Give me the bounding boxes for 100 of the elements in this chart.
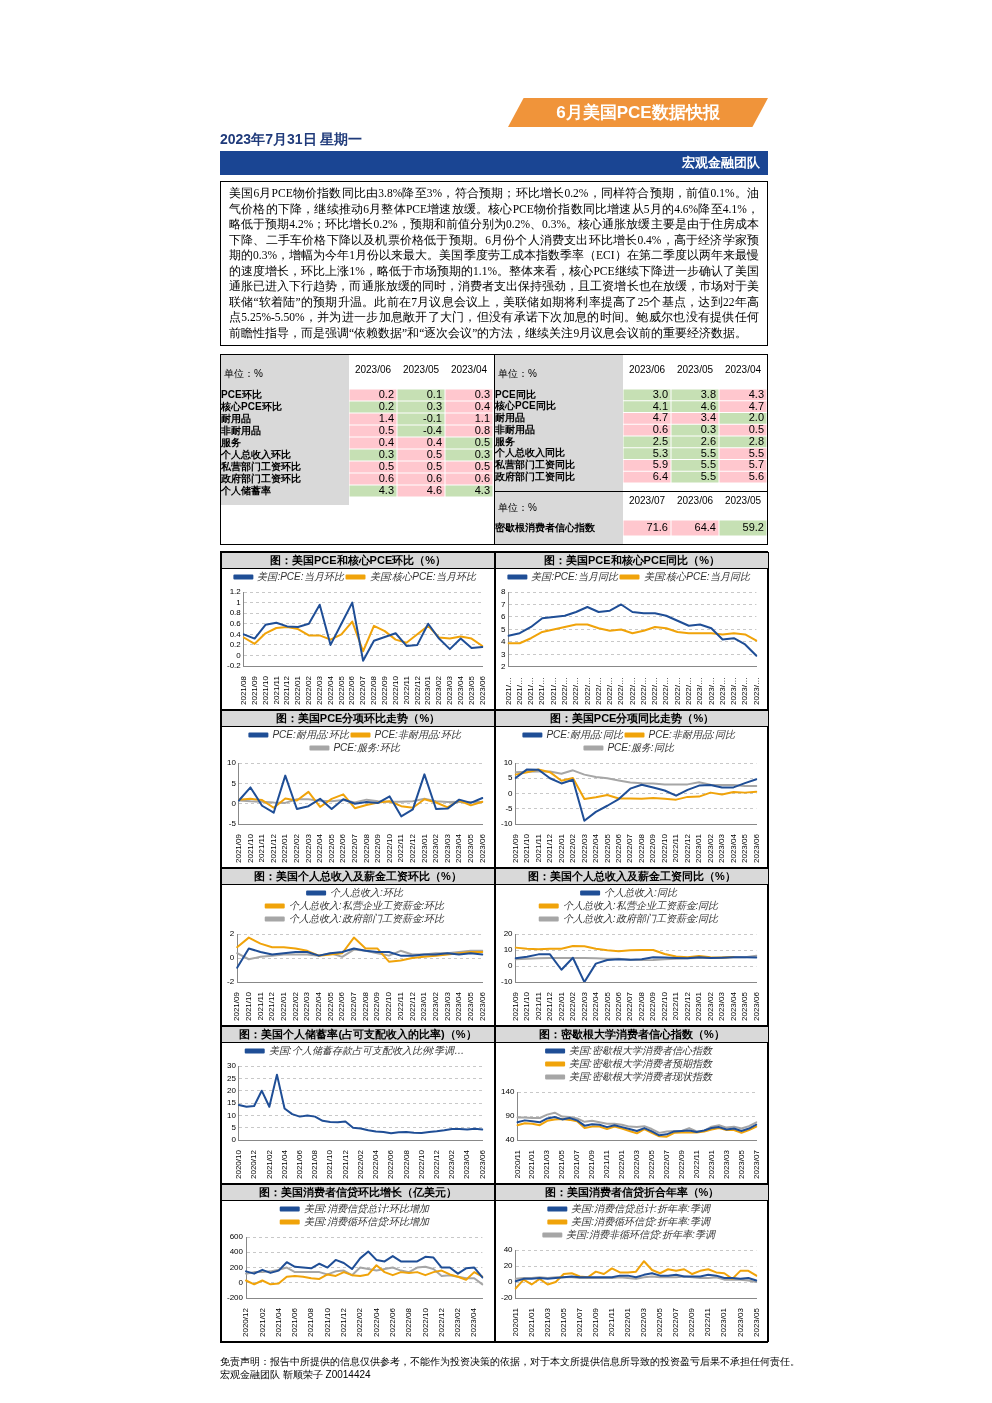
x-tick-label: 2021/06 [290, 1307, 300, 1337]
x-tick-label: 2022/01 [617, 1149, 627, 1179]
data-label: 0.5 [426, 460, 442, 473]
x-tick-label: 2022/01 [279, 991, 289, 1021]
data-label: 0.6 [426, 472, 442, 485]
x-tick-label: 2023/04 [450, 363, 488, 375]
x-tick-label: 2023/04 [724, 363, 762, 375]
x-tick-label: 2023/02 [431, 833, 441, 863]
x-tick-label: 2022/12 [407, 991, 417, 1021]
y-tick-label: 200 [229, 1262, 244, 1272]
x-tick-label: 2023/06 [477, 675, 487, 705]
y-tick-label: 0 [236, 650, 242, 660]
chart-title: 图：美国个人总收入及薪金工资环比（%） [222, 869, 494, 885]
x-tick-label: 2023/01 [719, 1307, 729, 1337]
x-tick-label: 2023/02 [430, 991, 440, 1021]
x-tick-label: 2023/05 [465, 991, 475, 1021]
y-tick-label: 400 [229, 1247, 244, 1257]
x-tick-label: 2023/04 [454, 833, 464, 863]
x-tick-label: 2021/11 [271, 675, 281, 705]
x-tick-label: 2021/12 [340, 1149, 350, 1179]
x-tick-label: 2022/… [560, 676, 569, 706]
y-tick-label: 个人总收入同比 [494, 447, 565, 459]
x-tick-label: 2022/08 [636, 833, 646, 863]
x-tick-label: 2021/03 [542, 1149, 552, 1179]
x-tick-label: 2022/04 [591, 833, 601, 863]
y-tick-label: 40 [503, 1245, 514, 1255]
y-tick-label: 10 [226, 1110, 237, 1120]
x-tick-label: 2023/04 [454, 991, 464, 1021]
x-tick-label: 2022/09 [676, 1149, 686, 1179]
y-tick-label: 10 [226, 758, 237, 768]
x-tick-label: 2022/08 [361, 833, 371, 863]
x-tick-label: 2023/03 [721, 1149, 731, 1179]
text: 6月美国PCE数据快报 [508, 98, 768, 127]
x-tick-label: 2023/02 [705, 833, 715, 863]
x-tick-label: 2022/01 [556, 991, 566, 1021]
text: 2023年7月31日 星期一 [220, 131, 364, 149]
text: 宏观金融团队 [220, 151, 768, 175]
x-tick-label: 2021/12 [268, 833, 278, 863]
x-tick-label: 2022/02 [290, 991, 300, 1021]
text: 单位：% [498, 501, 537, 513]
x-tick-label: 2021/04 [273, 1307, 283, 1337]
x-tick-label: 2022/02 [355, 1149, 365, 1179]
x-tick-label: 2021/… [526, 676, 536, 706]
x-tick-label: 2020/12 [241, 1307, 251, 1337]
y-tick-label: -5 [228, 819, 237, 829]
y-tick-label: 4 [501, 637, 506, 647]
x-tick-label: 2023/04 [728, 991, 738, 1021]
x-tick-label: 2022/02 [568, 833, 578, 863]
x-tick-label: 2022/… [672, 676, 682, 706]
x-tick-label: 2023/02 [705, 991, 715, 1021]
y-tick-label: 8 [501, 587, 506, 597]
data-label: 4.6 [426, 484, 442, 497]
x-tick-label: 2022/10 [420, 1307, 430, 1337]
x-tick-label: 2021/09 [510, 991, 520, 1021]
legend-label: 个人总收入:私营企业工资薪金:环比 [288, 899, 446, 911]
x-tick-label: 2021/07 [574, 1307, 584, 1337]
legend-label: 美国:消费信贷总计:环比增加 [303, 1202, 431, 1214]
data-label: 4.3 [748, 387, 764, 400]
x-tick-label: 2021/10 [244, 991, 253, 1021]
x-tick-label: 2022/04 [591, 991, 601, 1021]
x-tick-label: 2023/04 [455, 675, 465, 705]
x-tick-label: 2022/07 [358, 675, 368, 705]
x-tick-label: 2022/03 [579, 833, 589, 863]
x-tick-label: 2023/05 [466, 675, 476, 705]
data-label: 0.5 [378, 424, 394, 437]
data-label: 5.5 [700, 446, 716, 459]
x-tick-label: 2022/… [593, 676, 603, 706]
x-tick-label: 2022/01 [293, 675, 303, 705]
x-tick-label: 2022/12 [682, 833, 692, 863]
y-tick-label: -2 [226, 977, 235, 987]
x-tick-label: 2023/… [717, 676, 727, 706]
data-label: 0.3 [426, 400, 442, 413]
x-tick-label: 2022/04 [325, 675, 335, 705]
y-tick-label: 2 [229, 929, 235, 939]
x-tick-label: 2023/… [706, 676, 716, 706]
x-tick-label: 2022/06 [337, 991, 347, 1021]
y-tick-label: 6 [501, 612, 506, 622]
x-tick-label: 2022/… [605, 676, 615, 706]
x-tick-label: 2022/03 [302, 991, 312, 1021]
data-label: 0.3 [700, 423, 716, 436]
x-tick-label: 2023/05 [724, 494, 762, 506]
legend-label: 美国:消费非循环信贷:折年率:季调 [566, 1228, 717, 1240]
y-tick-label: 核心PCE环比 [220, 400, 282, 412]
chart-title: 图：美国消费者信贷折合年率（%） [496, 1185, 768, 1201]
x-tick-label: 2022/01 [280, 833, 290, 863]
x-tick-label: 2022/09 [373, 833, 383, 863]
y-tick-label: 7 [501, 599, 506, 609]
y-tick-label: 密歇根消费者信心指数 [495, 521, 596, 533]
y-tick-label: 服务 [220, 436, 241, 448]
data-label: 0.8 [474, 424, 490, 437]
x-tick-label: 2022/… [616, 676, 626, 706]
x-tick-label: 2023/… [695, 676, 705, 706]
x-tick-label: 2021/10 [245, 833, 255, 863]
y-tick-label: 0 [229, 953, 235, 963]
data-label: 0.5 [474, 460, 490, 473]
x-tick-label: 2021/… [503, 676, 513, 706]
x-tick-label: 2022/11 [396, 833, 406, 863]
x-tick-label: 2020/10 [234, 1149, 244, 1179]
y-tick-label: 0 [508, 961, 514, 971]
data-label: -0.4 [423, 424, 442, 437]
